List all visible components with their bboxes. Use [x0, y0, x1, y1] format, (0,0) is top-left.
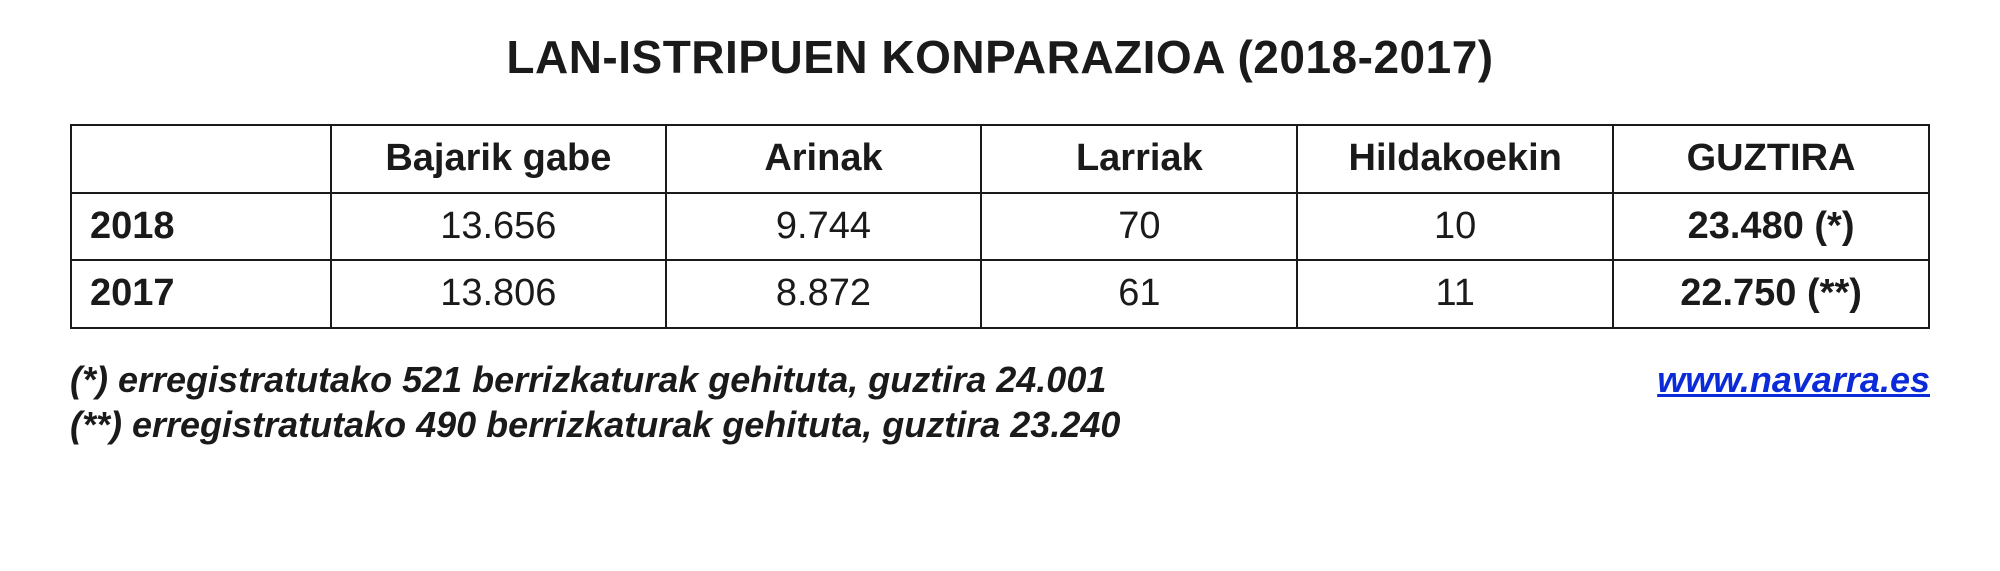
table-header-cell: GUZTIRA — [1613, 125, 1929, 193]
comparison-table: Bajarik gabe Arinak Larriak Hildakoekin … — [70, 124, 1930, 329]
table-row: 2018 13.656 9.744 70 10 23.480 (*) — [71, 193, 1929, 261]
table-cell: 8.872 — [666, 260, 982, 328]
table-header-cell: Hildakoekin — [1297, 125, 1613, 193]
table-cell: 61 — [981, 260, 1297, 328]
document-page: LAN-ISTRIPUEN KONPARAZIOA (2018-2017) Ba… — [0, 0, 2000, 571]
row-label: 2017 — [71, 260, 331, 328]
table-header-cell: Arinak — [666, 125, 982, 193]
table-cell: 70 — [981, 193, 1297, 261]
table-cell: 10 — [1297, 193, 1613, 261]
table-header-cell: Bajarik gabe — [331, 125, 665, 193]
table-header-row: Bajarik gabe Arinak Larriak Hildakoekin … — [71, 125, 1929, 193]
table-total-cell: 23.480 (*) — [1613, 193, 1929, 261]
table-row: 2017 13.806 8.872 61 11 22.750 (**) — [71, 260, 1929, 328]
footnotes: (*) erregistratutako 521 berrizkaturak g… — [70, 357, 1120, 447]
table-cell: 13.806 — [331, 260, 665, 328]
source-link[interactable]: www.navarra.es — [1657, 359, 1930, 401]
table-header-cell: Larriak — [981, 125, 1297, 193]
table-header-blank — [71, 125, 331, 193]
table-cell: 13.656 — [331, 193, 665, 261]
page-title: LAN-ISTRIPUEN KONPARAZIOA (2018-2017) — [70, 30, 1930, 84]
table-cell: 9.744 — [666, 193, 982, 261]
footnote-line: (**) erregistratutako 490 berrizkaturak … — [70, 402, 1120, 447]
footnote-line: (*) erregistratutako 521 berrizkaturak g… — [70, 357, 1120, 402]
row-label: 2018 — [71, 193, 331, 261]
table-cell: 11 — [1297, 260, 1613, 328]
footer: (*) erregistratutako 521 berrizkaturak g… — [70, 357, 1930, 447]
table-total-cell: 22.750 (**) — [1613, 260, 1929, 328]
